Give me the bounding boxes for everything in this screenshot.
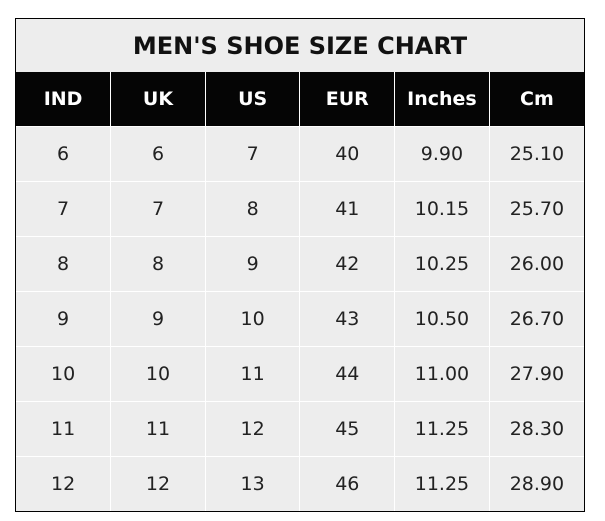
table-cell: 10.15 <box>394 181 490 237</box>
table-cell: 9 <box>110 291 206 347</box>
table-cell: 43 <box>299 291 395 347</box>
table-cell: 25.70 <box>488 181 584 237</box>
table-cell: 45 <box>299 401 395 457</box>
table-cell: 46 <box>299 456 395 511</box>
table-cell: 28.30 <box>488 401 584 457</box>
column-header: US <box>204 72 300 127</box>
table-cell: 11 <box>204 346 300 402</box>
header-row: IND UK US EUR Inches Cm <box>16 72 584 127</box>
table-cell: 6 <box>110 126 206 182</box>
table-cell: 8 <box>110 236 206 292</box>
table-cell: 12 <box>204 401 300 457</box>
table-cell: 13 <box>204 456 300 511</box>
table-cell: 11.00 <box>394 346 490 402</box>
table-cell: 10 <box>204 291 300 347</box>
table-cell: 26.00 <box>488 236 584 292</box>
table-cell: 7 <box>204 126 300 182</box>
table-cell: 11 <box>110 401 206 457</box>
table-cell: 9.90 <box>394 126 490 182</box>
table-cell: 11.25 <box>394 401 490 457</box>
column-header: Inches <box>394 72 490 127</box>
table-cell: 12 <box>16 456 111 511</box>
table-row: 11 11 12 45 11.25 28.30 <box>16 401 584 457</box>
table-cell: 25.10 <box>488 126 584 182</box>
table-cell: 11.25 <box>394 456 490 511</box>
table-cell: 9 <box>16 291 111 347</box>
table-cell: 7 <box>16 181 111 237</box>
table-row: 8 8 9 42 10.25 26.00 <box>16 236 584 292</box>
table-cell: 7 <box>110 181 206 237</box>
chart-title: MEN'S SHOE SIZE CHART <box>132 32 468 60</box>
table-cell: 8 <box>204 181 300 237</box>
table-cell: 10 <box>110 346 206 402</box>
table-cell: 10.25 <box>394 236 490 292</box>
table-cell: 6 <box>16 126 111 182</box>
table-cell: 41 <box>299 181 395 237</box>
table-cell: 10 <box>16 346 111 402</box>
table-row: 10 10 11 44 11.00 27.90 <box>16 346 584 402</box>
table-row: 12 12 13 46 11.25 28.90 <box>16 456 584 511</box>
table-row: 6 6 7 40 9.90 25.10 <box>16 126 584 182</box>
table-row: 9 9 10 43 10.50 26.70 <box>16 291 584 347</box>
size-chart-table: MEN'S SHOE SIZE CHART IND UK US EUR Inches Cm… <box>15 18 585 512</box>
table-cell: 11 <box>16 401 111 457</box>
column-header: IND <box>16 72 111 127</box>
table-cell: 12 <box>110 456 206 511</box>
table-cell: 26.70 <box>488 291 584 347</box>
column-header: EUR <box>299 72 395 127</box>
table-cell: 10.50 <box>394 291 490 347</box>
table-cell: 44 <box>299 346 395 402</box>
size-table: IND UK US EUR Inches Cm 6 6 7 40 9.90 25.10 7 7 8 41 10… <box>16 72 584 511</box>
table-cell: 28.90 <box>488 456 584 511</box>
column-header: UK <box>110 72 206 127</box>
table-cell: 42 <box>299 236 395 292</box>
table-cell: 9 <box>204 236 300 292</box>
table-row: 7 7 8 41 10.15 25.70 <box>16 181 584 237</box>
table-cell: 40 <box>299 126 395 182</box>
column-header: Cm <box>488 72 584 127</box>
table-cell: 8 <box>16 236 111 292</box>
table-cell: 27.90 <box>488 346 584 402</box>
